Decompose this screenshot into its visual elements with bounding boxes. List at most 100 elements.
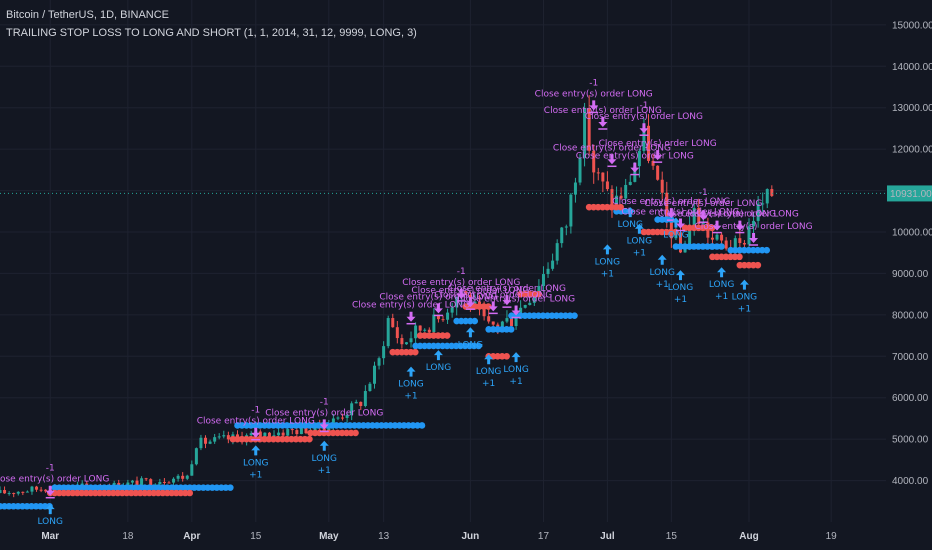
x-tick-label: Jun — [462, 531, 480, 542]
exit-arrow — [749, 233, 759, 243]
candle-body — [487, 316, 491, 322]
exit-qty: -1 — [251, 406, 260, 416]
candle-body — [678, 232, 682, 253]
x-tick-label: 15 — [250, 531, 262, 542]
candle-body — [158, 481, 162, 485]
exit-label: Close entry(s) order LONG — [265, 408, 383, 418]
exit-arrow — [698, 210, 708, 221]
study-legend[interactable]: TRAILING STOP LOSS TO LONG AND SHORT (1,… — [6, 27, 417, 39]
candle-body — [400, 338, 404, 345]
candle-body — [697, 207, 701, 224]
candle-body — [363, 391, 367, 407]
y-tick-label: 7000.00 — [892, 352, 929, 363]
candle-body — [761, 203, 765, 205]
candle-body — [0, 490, 2, 493]
exit-arrow — [607, 154, 617, 165]
exit-qty: -1 — [589, 78, 598, 88]
stop-dot-short — [306, 435, 313, 443]
candle-body — [450, 307, 454, 313]
candle-body — [446, 312, 450, 320]
stop-dot-long — [418, 422, 426, 429]
exit-label: Close entry(s) order LONG — [681, 210, 799, 220]
exit-label: Close entry(s) order LONG — [411, 286, 529, 296]
candle-body — [199, 437, 203, 449]
candle-body — [564, 226, 568, 228]
candle-body — [610, 189, 614, 209]
candle-body — [528, 302, 532, 306]
candle-body — [277, 432, 281, 436]
exit-label: Close entry(s) order LONG — [352, 301, 470, 311]
candle-body — [724, 240, 728, 249]
candle-body — [176, 475, 180, 479]
long-entry-arrow — [634, 223, 644, 234]
candle-body — [669, 217, 673, 239]
long-entry-arrow — [511, 352, 521, 363]
candle-body — [213, 437, 217, 442]
candle-body — [354, 401, 358, 404]
candle-body — [130, 480, 134, 483]
exit-qty: -1 — [699, 188, 708, 198]
candle-body — [290, 429, 294, 431]
candle-body — [208, 441, 212, 444]
long-entry-arrow — [465, 327, 475, 338]
candle-body — [382, 346, 386, 359]
candle-body — [596, 172, 600, 174]
exit-arrow — [319, 419, 329, 430]
long-qty: +1 — [715, 292, 728, 302]
x-tick-label: Jul — [600, 531, 615, 542]
candle-body — [642, 125, 646, 151]
candle-body — [299, 425, 303, 435]
candle-body — [172, 478, 176, 483]
long-label: LONG — [503, 365, 529, 375]
candle-body — [3, 490, 7, 494]
candle-body — [715, 234, 719, 240]
exit-qty: -1 — [46, 464, 55, 474]
long-entry-arrow — [657, 254, 667, 265]
long-label: LONG — [627, 237, 653, 247]
long-label: LONG — [649, 268, 675, 278]
long-qty: +1 — [509, 377, 522, 387]
candle-body — [35, 486, 39, 490]
candle-body — [532, 293, 536, 303]
long-label: LONG — [243, 458, 269, 468]
candle-body — [80, 483, 84, 485]
candle-body — [162, 481, 166, 483]
exit-arrow — [45, 485, 55, 496]
x-tick-label: 13 — [378, 531, 390, 542]
exit-label: Close entry(s) order LONG — [448, 284, 566, 294]
exit-arrow — [639, 123, 649, 134]
candle-body — [756, 203, 760, 221]
y-tick-label: 9000.00 — [892, 269, 929, 280]
exit-arrow — [502, 295, 512, 306]
candle-body — [546, 268, 550, 275]
exit-label: Close entry(s) order LONG — [197, 417, 315, 427]
long-entry-arrow — [251, 445, 261, 456]
candle-body — [665, 192, 669, 218]
candle-body — [249, 433, 253, 436]
exit-label: Close entry(s) order LONG — [535, 89, 653, 99]
candle-body — [286, 429, 290, 436]
exit-arrow — [589, 100, 599, 111]
candle-body — [464, 291, 468, 295]
stop-dot-short — [617, 203, 624, 211]
y-tick-label: 8000.00 — [892, 310, 929, 321]
x-tick-label: 18 — [122, 531, 134, 542]
candle-body — [555, 243, 559, 261]
exit-label: Close entry(s) order LONG — [585, 112, 703, 122]
exit-label: Close entry(s) order LONG — [644, 199, 762, 209]
candle-body — [341, 417, 345, 419]
candle-body — [144, 478, 148, 480]
exit-arrow — [488, 301, 498, 312]
candle-body — [491, 321, 495, 325]
candle-body — [592, 150, 596, 173]
y-tick-label: 13000.00 — [892, 103, 932, 114]
candle-body — [267, 432, 271, 438]
long-entry-arrow — [484, 354, 494, 365]
long-label: LONG — [595, 257, 621, 267]
candle-body — [496, 324, 500, 327]
long-entry-arrow — [739, 279, 749, 290]
y-tick-label: 14000.00 — [892, 62, 932, 73]
stop-dot-short — [352, 429, 359, 437]
exit-arrow — [735, 220, 745, 231]
